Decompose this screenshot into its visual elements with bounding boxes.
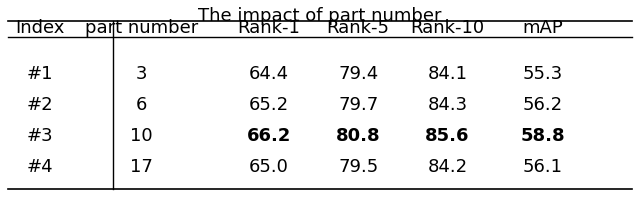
- Text: 79.7: 79.7: [338, 96, 378, 114]
- Text: #3: #3: [26, 127, 53, 145]
- Text: 10: 10: [131, 127, 153, 145]
- Text: Rank-1: Rank-1: [237, 19, 300, 37]
- Text: Rank-5: Rank-5: [327, 19, 390, 37]
- Text: The impact of part number: The impact of part number: [198, 7, 442, 25]
- Text: mAP: mAP: [523, 19, 563, 37]
- Text: 6: 6: [136, 96, 147, 114]
- Text: 80.8: 80.8: [336, 127, 381, 145]
- Text: Rank-10: Rank-10: [410, 19, 484, 37]
- Text: 85.6: 85.6: [425, 127, 470, 145]
- Text: 17: 17: [130, 158, 153, 176]
- Text: 66.2: 66.2: [247, 127, 291, 145]
- Text: 64.4: 64.4: [249, 65, 289, 83]
- Text: #2: #2: [26, 96, 53, 114]
- Text: 58.8: 58.8: [521, 127, 565, 145]
- Text: 56.2: 56.2: [523, 96, 563, 114]
- Text: 84.2: 84.2: [428, 158, 467, 176]
- Text: #1: #1: [26, 65, 53, 83]
- Text: 55.3: 55.3: [523, 65, 563, 83]
- Text: #4: #4: [26, 158, 53, 176]
- Text: 84.3: 84.3: [428, 96, 467, 114]
- Text: 79.5: 79.5: [338, 158, 378, 176]
- Text: 3: 3: [136, 65, 147, 83]
- Text: part number: part number: [85, 19, 198, 37]
- Text: Index: Index: [15, 19, 64, 37]
- Text: 79.4: 79.4: [338, 65, 378, 83]
- Text: 65.0: 65.0: [249, 158, 289, 176]
- Text: 56.1: 56.1: [523, 158, 563, 176]
- Text: 84.1: 84.1: [428, 65, 467, 83]
- Text: 65.2: 65.2: [249, 96, 289, 114]
